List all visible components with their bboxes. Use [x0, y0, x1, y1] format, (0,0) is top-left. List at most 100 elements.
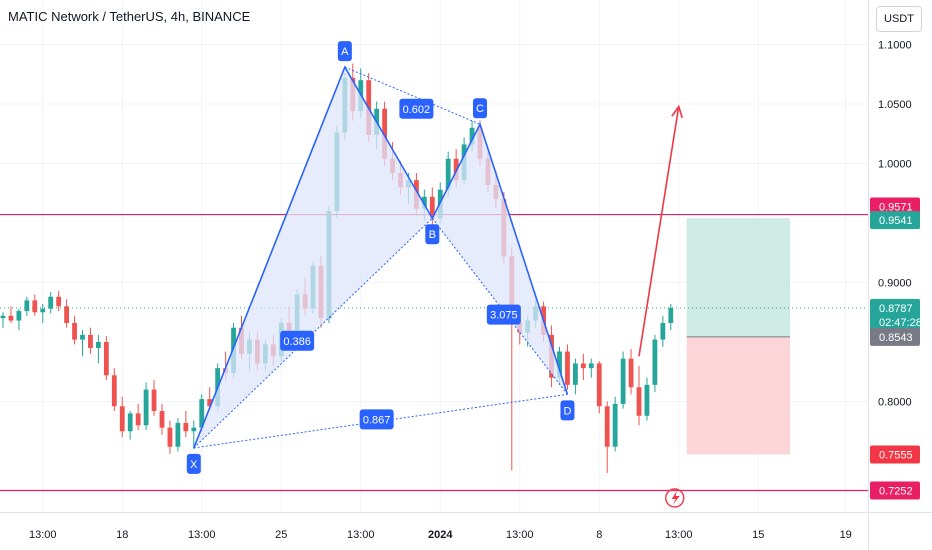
projection-arrow — [638, 104, 685, 508]
time-tick-label: 13:00 — [665, 529, 693, 541]
candle-body — [644, 384, 650, 416]
ratio-badge — [486, 304, 521, 325]
candle-body — [565, 351, 570, 385]
price-label-bg — [870, 298, 920, 331]
pattern-fill-bcd — [432, 124, 568, 395]
price-label-bg — [870, 327, 920, 346]
pattern-point-label: C — [476, 103, 484, 115]
candle-body — [151, 389, 157, 412]
candle-body — [557, 351, 562, 378]
price-label: 0.9571 — [870, 197, 920, 216]
pattern-point-a: A — [337, 41, 352, 62]
candle-body — [56, 296, 62, 307]
time-tick-label: 13:00 — [188, 529, 216, 541]
ratio-badge — [399, 98, 434, 119]
pattern-point-badge — [425, 224, 440, 245]
time-axis: 13:00 18 13:00 25 13:00 2024 13:00 8 13:00 15 19 — [29, 529, 852, 541]
ratio-label: 0.867 — [359, 409, 394, 430]
price-label-text: 0.9541 — [879, 215, 913, 227]
ratio-badge — [359, 409, 394, 430]
candle-body — [620, 358, 626, 404]
pattern-point-label: B — [429, 229, 436, 241]
candle-body — [175, 422, 181, 447]
candle-body — [660, 322, 666, 340]
ratio-label: 0.602 — [399, 98, 434, 119]
ratio-label: 0.386 — [280, 330, 315, 351]
harmonic-pattern: X A B C D 0.386 0.602 3.075 0.867 — [186, 41, 575, 474]
price-tick-label: 1.0500 — [878, 99, 912, 111]
price-tick-label: 1.1000 — [878, 40, 912, 52]
candle-body — [8, 315, 14, 321]
ratio-text: 0.867 — [363, 414, 391, 426]
ratio-text: 0.602 — [403, 104, 431, 116]
lightning-icon — [665, 488, 685, 508]
candle-body — [445, 158, 451, 190]
ratio-label: 3.075 — [486, 304, 521, 325]
loss-zone — [686, 336, 791, 455]
position-zones — [686, 218, 791, 455]
candle-body — [48, 296, 54, 309]
candle-body — [382, 108, 387, 159]
price-label-text: 0.7555 — [879, 449, 913, 461]
price-label-text: 0.9571 — [879, 202, 913, 214]
candle-body — [183, 422, 189, 432]
candle-body — [636, 387, 642, 416]
candle-body — [119, 406, 125, 432]
candle-body — [0, 315, 6, 319]
candle-body — [429, 196, 435, 219]
pattern-point-label: X — [190, 459, 198, 471]
candle-body — [652, 339, 658, 385]
candle-body — [588, 363, 594, 369]
arrow-head — [671, 104, 683, 119]
candle-body — [103, 342, 109, 376]
time-tick-label: 2024 — [428, 529, 453, 541]
pattern-point-c: C — [473, 98, 487, 119]
time-tick-label: 15 — [752, 529, 764, 541]
time-tick-label: 25 — [275, 529, 287, 541]
price-label: 0.7555 — [870, 445, 920, 464]
pattern-point-b: B — [425, 224, 440, 245]
time-tick-label: 13:00 — [29, 529, 57, 541]
candle-body — [88, 334, 93, 348]
candle-body — [135, 413, 141, 426]
pattern-point-label: D — [563, 405, 571, 417]
lightning-bolt — [671, 491, 680, 505]
chart-title: MATIC Network / TetherUS, 4h, BINANCE — [8, 9, 251, 24]
price-label: 0.8543 — [870, 327, 920, 346]
candle-body — [40, 308, 46, 313]
candle-body — [604, 406, 610, 447]
pattern-point-d: D — [560, 400, 575, 421]
lightning-circle — [665, 488, 685, 508]
currency-unit-button[interactable]: USDT — [876, 6, 922, 32]
candle-body — [143, 389, 149, 426]
countdown-text: 02:47:28 — [879, 317, 922, 329]
price-label-bg — [870, 211, 920, 230]
candle-body — [612, 403, 618, 447]
ratio-text: 0.386 — [283, 336, 311, 348]
candle-body — [32, 300, 38, 313]
candle-body — [580, 363, 586, 369]
candle-body — [159, 411, 165, 428]
candle-body — [80, 334, 85, 340]
price-label-bg — [870, 481, 920, 500]
ratio-line-ac — [344, 66, 481, 125]
price-label-text: 0.7252 — [879, 486, 913, 498]
time-tick-label: 13:00 — [347, 529, 375, 541]
candle-body — [596, 363, 602, 407]
candle-body — [111, 375, 117, 407]
candle-body — [167, 427, 173, 447]
pattern-point-badge — [560, 400, 575, 421]
candle-body — [191, 427, 197, 432]
candle-body — [127, 413, 133, 432]
price-tick-label: 0.8000 — [878, 397, 912, 409]
arrow-shaft — [638, 106, 680, 357]
pattern-point-badge — [186, 453, 201, 474]
price-label-bg — [870, 445, 920, 464]
ratio-text: 3.075 — [490, 310, 518, 322]
pattern-point-x: X — [186, 453, 201, 474]
price-tick-label: 0.9000 — [878, 278, 912, 290]
time-tick-label: 8 — [596, 529, 602, 541]
price-label: 0.7252 — [870, 481, 920, 500]
